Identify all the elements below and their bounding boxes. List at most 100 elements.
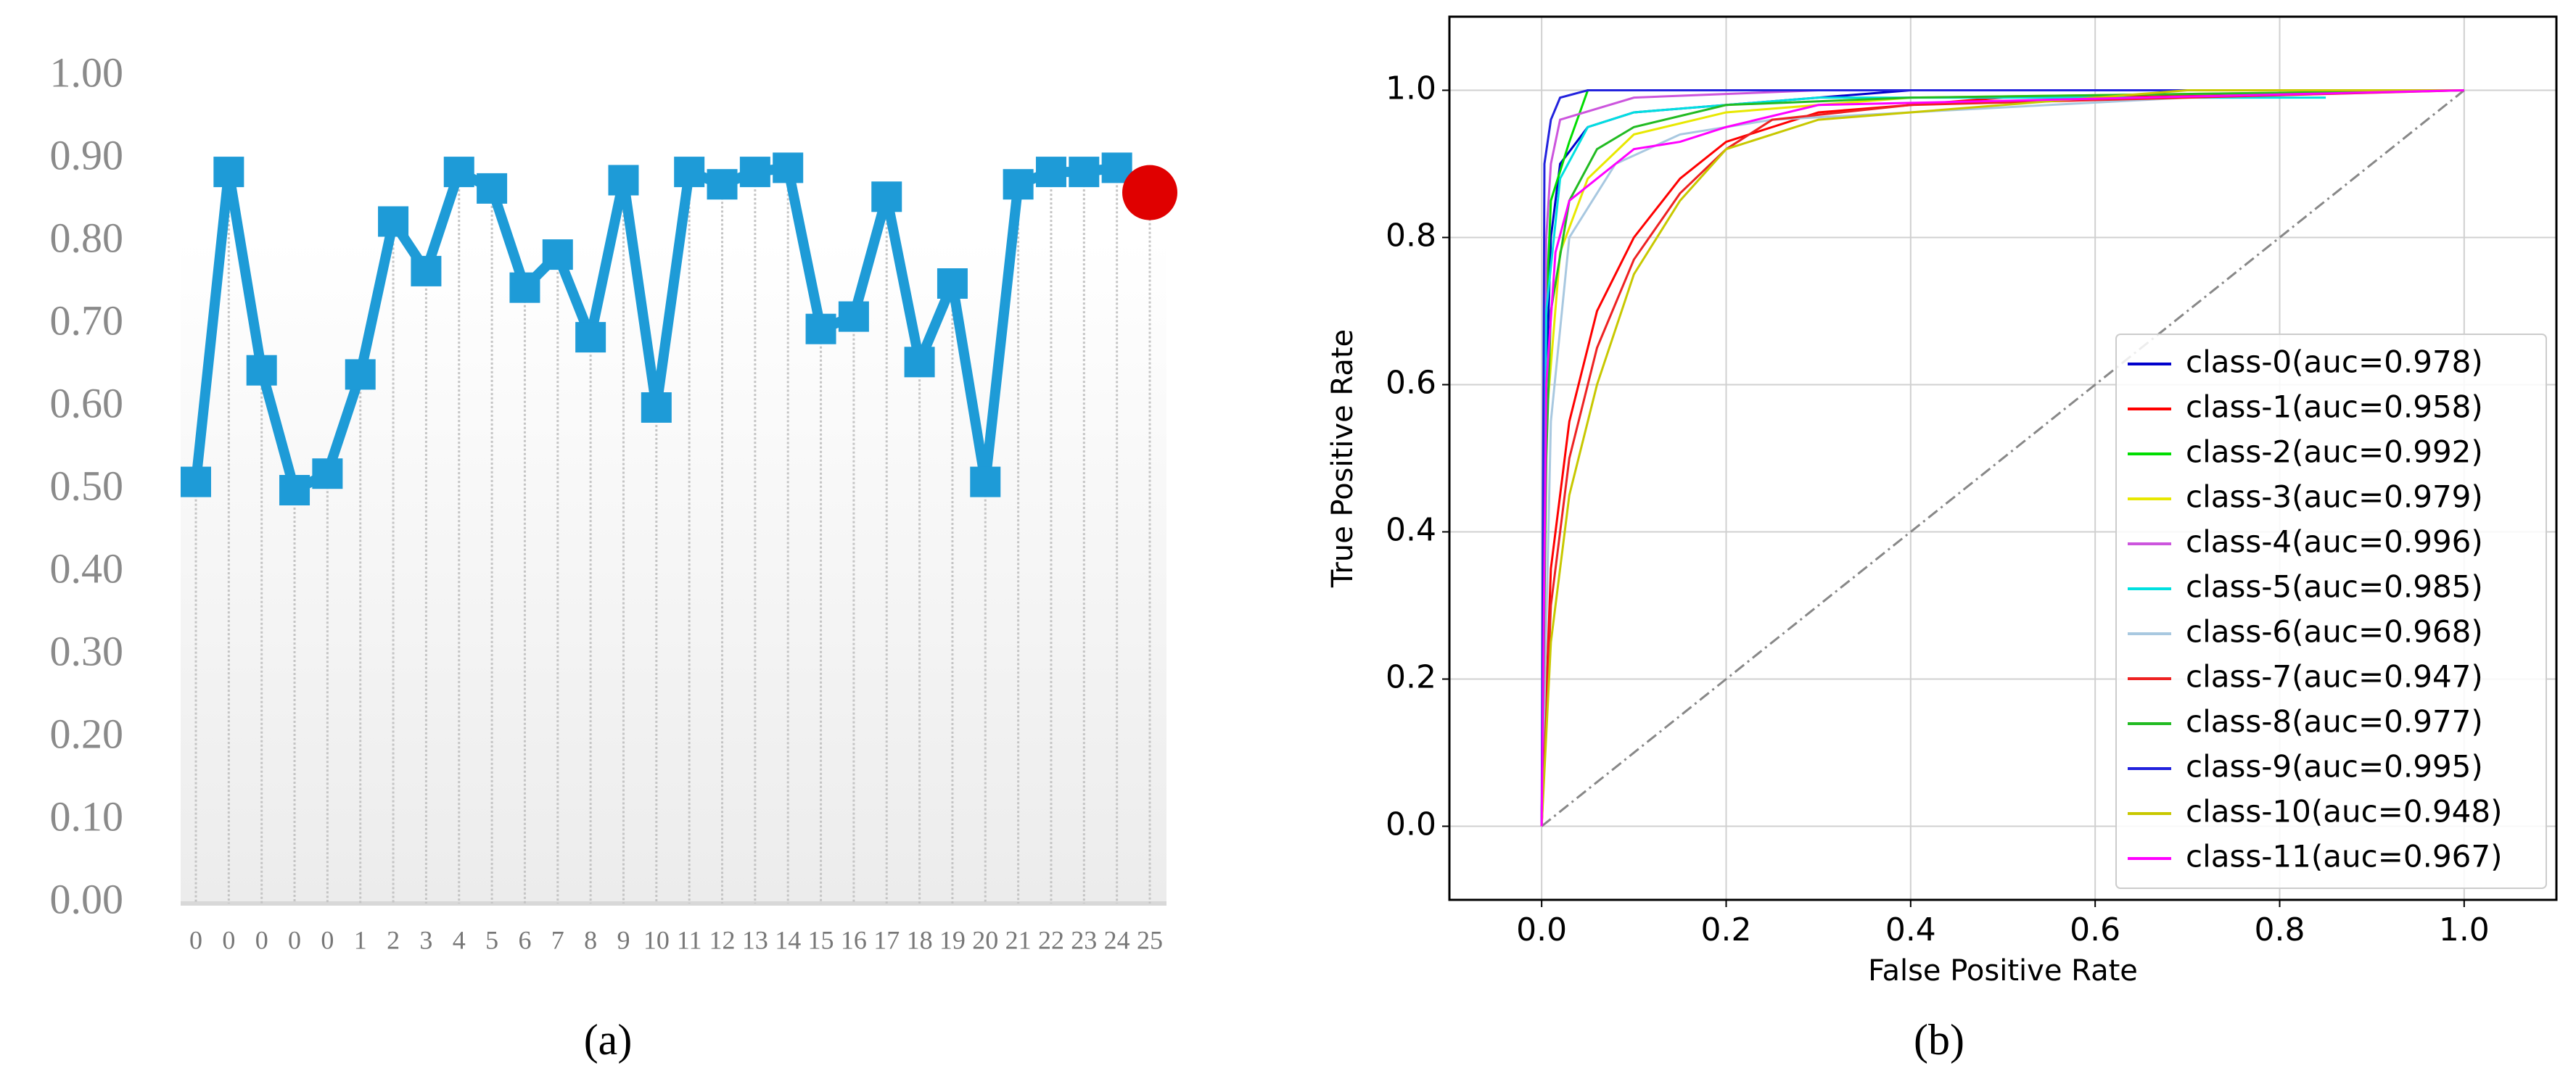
x-tick-label: 0 [321,925,334,954]
y-tick-label: 0.20 [50,710,124,757]
plot-frame [1448,15,2558,901]
marker [1069,157,1100,188]
x-tick-label: 8 [584,925,597,954]
marker [213,157,244,188]
marker [871,181,902,212]
x-tick-label: 7 [551,925,564,954]
x-axis-label: False Positive Rate [1868,954,2138,988]
x-tick-label: 19 [939,925,966,954]
marker [970,466,1001,497]
marker [1122,165,1177,220]
x-tick-label: 15 [808,925,834,954]
x-tick-label: 20 [972,925,998,954]
x-tick-label: 18 [907,925,933,954]
legend-label: class-9(auc=0.995) [2186,749,2483,785]
y-tick-label: 1.00 [50,49,124,96]
y-axis-label: True Positive Rate [1326,329,1359,588]
y-tick-label: 0.40 [50,545,124,592]
marker [608,165,639,196]
legend-label: class-3(auc=0.979) [2186,479,2483,515]
caption: (b) [1914,1016,1964,1064]
x-tick-label: 4 [453,925,466,954]
marker [674,157,705,188]
x-tick-label: 13 [742,925,768,954]
x-tick-label: 12 [709,925,736,954]
roc-line [1540,89,2464,827]
x-tick-label: 1.0 [2439,911,2490,948]
roc-line [1540,96,2326,827]
marker [641,392,672,423]
legend-label: class-1(auc=0.958) [2186,389,2483,425]
marker [181,466,211,497]
marker [411,255,442,286]
x-tick-label: 14 [775,925,801,954]
marker [477,173,508,204]
marker [1003,169,1034,200]
roc-line [1540,89,2464,827]
roc-line [1540,89,2464,827]
x-tick-label: 11 [677,925,702,954]
x-tick-label: 10 [643,925,670,954]
marker [1035,157,1066,188]
x-tick-label: 17 [873,925,900,954]
x-tick-label: 0.8 [2255,911,2305,948]
marker [279,475,310,505]
x-tick-label: 22 [1038,925,1064,954]
x-tick-label: 21 [1005,925,1032,954]
x-tick-label: 0.6 [2070,911,2120,948]
x-tick-label: 0.4 [1885,911,1936,948]
legend-label: class-11(auc=0.967) [2186,839,2503,874]
y-tick-label: 0.50 [50,462,124,509]
marker [312,458,343,489]
y-tick-label: 0.90 [50,131,124,178]
y-tick-label: 0.10 [50,793,124,840]
x-tick-label: 0 [288,925,301,954]
marker [739,157,770,188]
x-tick-label: 16 [841,925,867,954]
marker [773,152,804,183]
y-tick-label: 1.0 [1386,70,1436,107]
marker [378,206,409,237]
reference-line [1541,89,2465,827]
legend-label: class-10(auc=0.948) [2186,794,2503,830]
legend-label: class-0(auc=0.978) [2186,344,2483,380]
x-tick-label: 23 [1071,925,1097,954]
x-tick-label: 6 [518,925,531,954]
marker [575,322,606,353]
y-tick-label: 0.6 [1386,365,1436,402]
legend-label: class-8(auc=0.977) [2186,704,2483,740]
marker [246,355,277,386]
marker [542,239,573,270]
roc-line [1540,89,2464,827]
marker [838,301,869,332]
caption: (a) [584,1016,633,1064]
legend-label: class-4(auc=0.996) [2186,524,2483,560]
marker [443,157,474,188]
marker [707,169,738,200]
x-tick-label: 0 [189,925,202,954]
y-tick-label: 0.4 [1386,512,1436,549]
marker [937,268,968,299]
x-tick-label: 5 [485,925,498,954]
marker [904,347,935,378]
y-tick-label: 0.70 [50,297,124,344]
x-tick-label: 9 [617,925,630,954]
y-tick-label: 0.60 [50,379,124,426]
x-tick-label: 25 [1137,925,1163,954]
x-tick-label: 0.2 [1701,911,1752,948]
roc-line [1540,89,2464,827]
x-tick-label: 0 [222,925,235,954]
legend-box [2115,334,2547,889]
x-tick-label: 1 [354,925,367,954]
marker [345,359,376,390]
legend-label: class-6(auc=0.968) [2186,614,2483,650]
x-tick-label: 0.0 [1516,911,1567,948]
x-tick-label: 24 [1104,925,1130,954]
y-tick-label: 0.80 [50,214,124,261]
legend-label: class-2(auc=0.992) [2186,434,2483,470]
legend-label: class-7(auc=0.947) [2186,659,2483,695]
legend-label: class-5(auc=0.985) [2186,569,2483,605]
x-tick-label: 0 [255,925,268,954]
y-tick-label: 0.00 [50,875,124,922]
